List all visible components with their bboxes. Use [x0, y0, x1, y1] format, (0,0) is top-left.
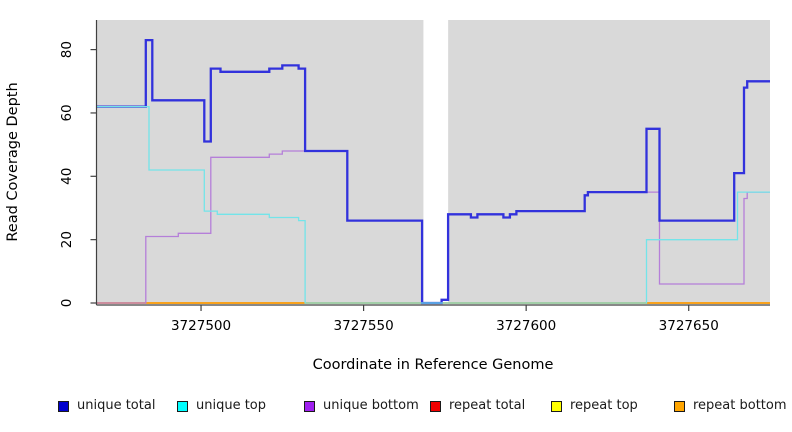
y-tick-label: 20	[59, 231, 75, 248]
y-tick-label: 0	[59, 299, 75, 308]
axes: 3727500 3727550 3727600 3727650 0 20 40 60 80	[59, 20, 770, 334]
legend-item-unique-bottom: unique bottom	[304, 399, 419, 413]
series-path-unique-top	[97, 105, 770, 304]
legend-item-repeat-total: repeat total	[430, 399, 525, 413]
legend-swatch-unique-top	[177, 400, 188, 412]
legend-label: repeat bottom	[693, 398, 787, 413]
y-axis-title: Read Coverage Depth	[5, 82, 21, 241]
x-tick-label: 3727500	[171, 318, 231, 334]
legend-label: repeat top	[570, 398, 638, 413]
x-tick-label: 3727600	[496, 318, 556, 334]
legend-swatch-repeat-total	[430, 400, 441, 412]
legend-label: unique total	[77, 398, 156, 413]
y-tick-label: 80	[59, 41, 75, 58]
series-path-unique-total	[97, 38, 770, 305]
y-tick-label: 40	[59, 168, 75, 185]
chart-canvas: 3727500 3727550 3727600 3727650 0 20 40 60 80 Co…	[5, 12, 770, 373]
y-tick-label: 60	[59, 104, 75, 121]
legend-swatch-repeat-bottom	[674, 400, 685, 412]
x-tick-label: 3727650	[659, 318, 719, 334]
legend-label: repeat total	[449, 398, 526, 413]
legend-item-repeat-bottom: repeat bottom	[674, 399, 787, 413]
legend-label: unique bottom	[323, 398, 419, 413]
legend-item-repeat-top: repeat top	[551, 399, 638, 413]
legend-label: unique top	[196, 398, 267, 413]
legend-item-unique-top: unique top	[177, 399, 266, 413]
legend-swatch-repeat-top	[551, 400, 562, 412]
coverage-gap-band	[423, 12, 449, 305]
x-tick-label: 3727550	[334, 318, 394, 334]
legend-item-unique-total: unique total	[58, 399, 155, 413]
legend-swatch-unique-bottom	[304, 400, 315, 412]
x-axis-title: Coordinate in Reference Genome	[313, 357, 554, 373]
legend-swatch-unique-total	[58, 400, 69, 412]
